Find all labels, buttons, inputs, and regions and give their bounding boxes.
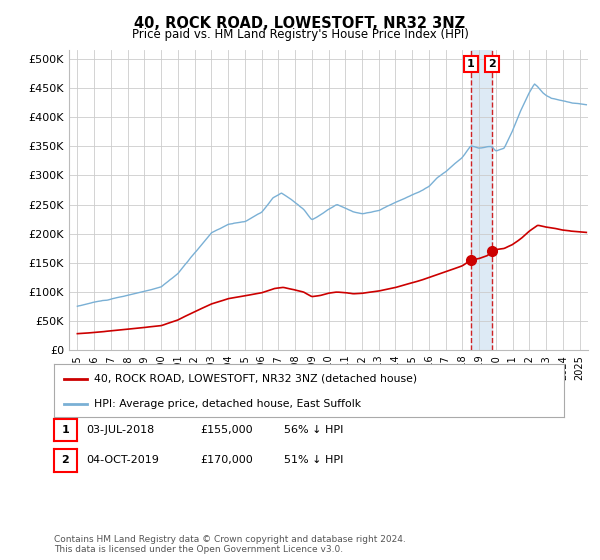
Text: 1: 1 bbox=[62, 425, 69, 435]
Text: £170,000: £170,000 bbox=[200, 455, 253, 465]
Text: 1: 1 bbox=[467, 59, 475, 69]
Text: 56% ↓ HPI: 56% ↓ HPI bbox=[284, 425, 343, 435]
Text: 51% ↓ HPI: 51% ↓ HPI bbox=[284, 455, 343, 465]
Text: 2: 2 bbox=[62, 455, 69, 465]
Text: Contains HM Land Registry data © Crown copyright and database right 2024.
This d: Contains HM Land Registry data © Crown c… bbox=[54, 535, 406, 554]
Text: 40, ROCK ROAD, LOWESTOFT, NR32 3NZ: 40, ROCK ROAD, LOWESTOFT, NR32 3NZ bbox=[134, 16, 466, 31]
Bar bbox=[471, 50, 492, 350]
Text: 2: 2 bbox=[488, 59, 496, 69]
Text: 04-OCT-2019: 04-OCT-2019 bbox=[86, 455, 158, 465]
Text: Price paid vs. HM Land Registry's House Price Index (HPI): Price paid vs. HM Land Registry's House … bbox=[131, 28, 469, 41]
Text: 40, ROCK ROAD, LOWESTOFT, NR32 3NZ (detached house): 40, ROCK ROAD, LOWESTOFT, NR32 3NZ (deta… bbox=[94, 374, 417, 384]
Text: HPI: Average price, detached house, East Suffolk: HPI: Average price, detached house, East… bbox=[94, 399, 361, 409]
Text: £155,000: £155,000 bbox=[200, 425, 253, 435]
Text: 03-JUL-2018: 03-JUL-2018 bbox=[86, 425, 154, 435]
